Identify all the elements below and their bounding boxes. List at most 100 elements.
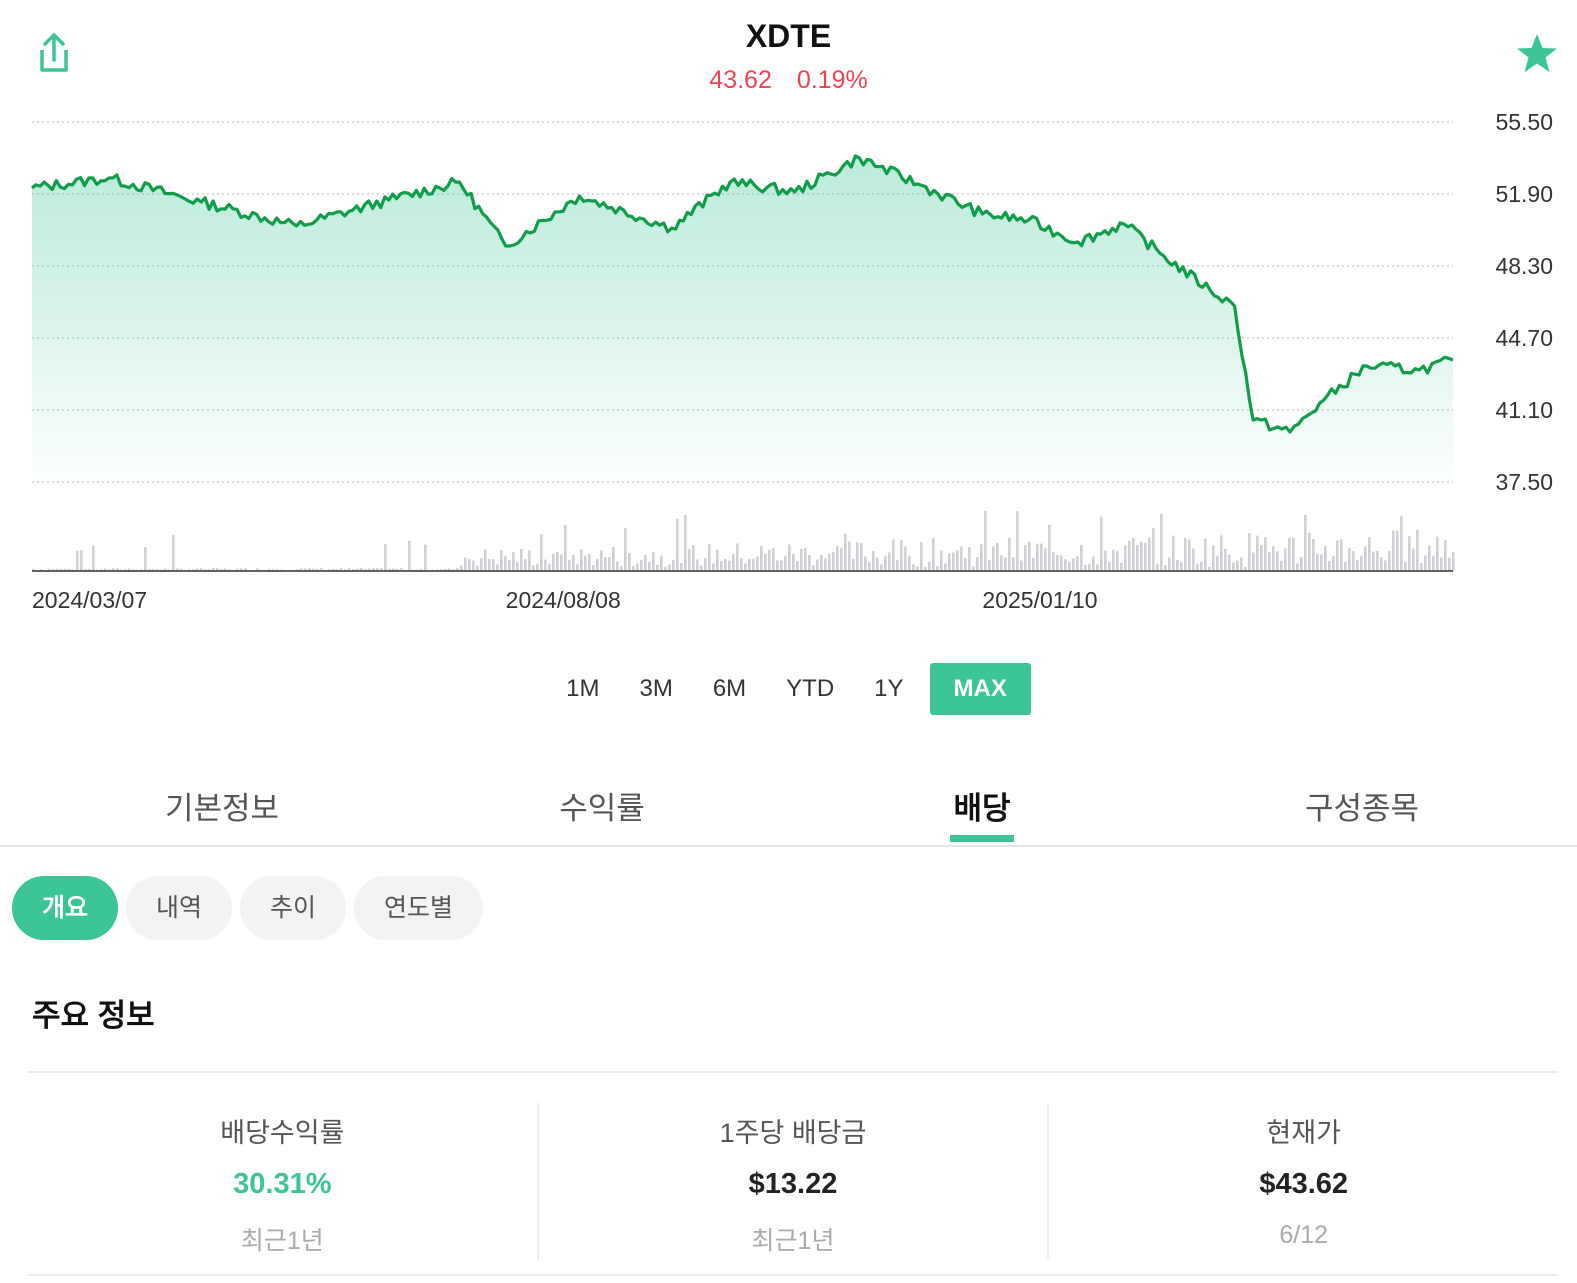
volume-bar	[1388, 551, 1391, 571]
volume-bar	[1048, 524, 1051, 571]
volume-bar	[960, 546, 963, 571]
volume-bar	[456, 568, 459, 571]
volume-bar	[580, 549, 583, 571]
volume-bar	[768, 549, 771, 571]
volume-bar	[604, 557, 607, 571]
volume-bar	[80, 550, 83, 571]
volume-bar	[1404, 562, 1407, 571]
volume-bar	[948, 553, 951, 571]
volume-bar	[500, 550, 503, 571]
volume-bar	[1304, 514, 1307, 571]
star-icon[interactable]	[1514, 32, 1560, 76]
volume-bar	[1384, 560, 1387, 571]
volume-bar	[1184, 537, 1187, 571]
volume-bar	[1104, 550, 1107, 571]
tab-2[interactable]: 배당	[953, 791, 1011, 826]
subtab-1[interactable]: 내역	[126, 876, 233, 940]
volume-bar	[792, 554, 795, 571]
volume-bar	[1068, 562, 1071, 571]
volume-bar	[676, 518, 679, 571]
volume-bar	[1152, 528, 1155, 571]
tab-1[interactable]: 수익률	[559, 791, 645, 826]
volume-bar	[460, 565, 463, 571]
price-chart[interactable]: 55.50 51.90 48.30 44.70 41.10 37.50 2024/03/07…	[0, 100, 1577, 630]
volume-bar	[356, 568, 359, 571]
volume-bar	[224, 568, 227, 571]
volume-bar	[1332, 555, 1335, 571]
range-button-ytd[interactable]: YTD	[786, 675, 835, 702]
volume-bar	[968, 547, 971, 571]
volume-bar	[128, 568, 131, 571]
volume-bar	[376, 568, 379, 571]
volume-bar	[156, 569, 159, 571]
range-button-max[interactable]: MAX	[929, 663, 1031, 715]
range-button-1m[interactable]: 1M	[566, 675, 600, 702]
volume-bar	[540, 534, 543, 571]
volume-bar	[200, 568, 203, 571]
volume-bar	[700, 565, 703, 571]
share-icon[interactable]	[34, 32, 74, 76]
volume-bar	[100, 569, 103, 571]
volume-bar	[400, 568, 403, 571]
volume-bar	[1436, 536, 1439, 571]
y-tick-label: 48.30	[1495, 253, 1553, 279]
volume-bar	[340, 568, 343, 571]
volume-bar	[736, 543, 739, 571]
volume-bar	[672, 559, 675, 571]
volume-bar	[1408, 536, 1411, 571]
volume-bar	[656, 564, 659, 571]
key-stats: 배당수익률 30.31% 최근1년 1주당 배당금 $13.22 최근1년 현재…	[28, 1103, 1558, 1259]
volume-bar	[512, 552, 515, 571]
volume-bar	[872, 551, 875, 571]
volume-bar	[896, 559, 899, 571]
volume-bar	[1424, 555, 1427, 571]
range-button-1y[interactable]: 1Y	[874, 675, 904, 702]
volume-bar	[536, 564, 539, 571]
volume-bar	[844, 533, 847, 571]
volume-bar	[1288, 537, 1291, 571]
volume-bar	[1072, 558, 1075, 571]
volume-bar	[1292, 537, 1295, 571]
volume-bar	[612, 547, 615, 571]
subtab-0[interactable]: 개요	[12, 876, 119, 940]
volume-bar	[1392, 530, 1395, 571]
stat-current-price: 현재가 $43.62 6/12	[1047, 1103, 1558, 1259]
volume-bar	[236, 568, 239, 571]
volume-bar	[40, 569, 43, 571]
volume-bar	[696, 559, 699, 571]
price-chart-svg[interactable]: 55.50 51.90 48.30 44.70 41.10 37.50 2024/03/07…	[0, 100, 1577, 630]
volume-bar	[660, 555, 663, 571]
volume-bar	[52, 569, 55, 571]
volume-bar	[1076, 556, 1079, 571]
volume-bar	[748, 558, 751, 571]
volume-bar	[1396, 530, 1399, 571]
volume-bar	[684, 515, 687, 571]
volume-bar	[212, 568, 215, 571]
volume-bar	[652, 551, 655, 571]
stat-value: $43.62	[1259, 1168, 1349, 1200]
volume-bar	[268, 569, 271, 571]
volume-bar	[916, 566, 919, 571]
volume-bar	[1212, 545, 1215, 571]
active-tab-indicator	[950, 835, 1014, 842]
y-tick-label: 44.70	[1495, 325, 1553, 351]
volume-bar	[996, 542, 999, 571]
tab-0[interactable]: 기본정보	[164, 791, 280, 826]
volume-bar	[780, 560, 783, 571]
volume-bar	[440, 569, 443, 571]
volume-bar	[952, 552, 955, 571]
volume-bar	[484, 549, 487, 571]
range-button-3m[interactable]: 3M	[639, 675, 673, 702]
volume-bar	[1100, 516, 1103, 571]
range-button-6m[interactable]: 6M	[712, 675, 747, 702]
volume-bar	[1372, 551, 1375, 571]
subtab-2[interactable]: 추이	[240, 876, 347, 940]
volume-bar	[728, 560, 731, 571]
tab-3[interactable]: 구성종목	[1304, 791, 1420, 826]
volume-bar	[1064, 559, 1067, 571]
subtab-3[interactable]: 연도별	[354, 876, 484, 940]
volume-bar	[744, 563, 747, 571]
stat-period: 최근1년	[240, 1227, 324, 1255]
volume-bar	[876, 557, 879, 571]
volume-bar	[812, 565, 815, 571]
